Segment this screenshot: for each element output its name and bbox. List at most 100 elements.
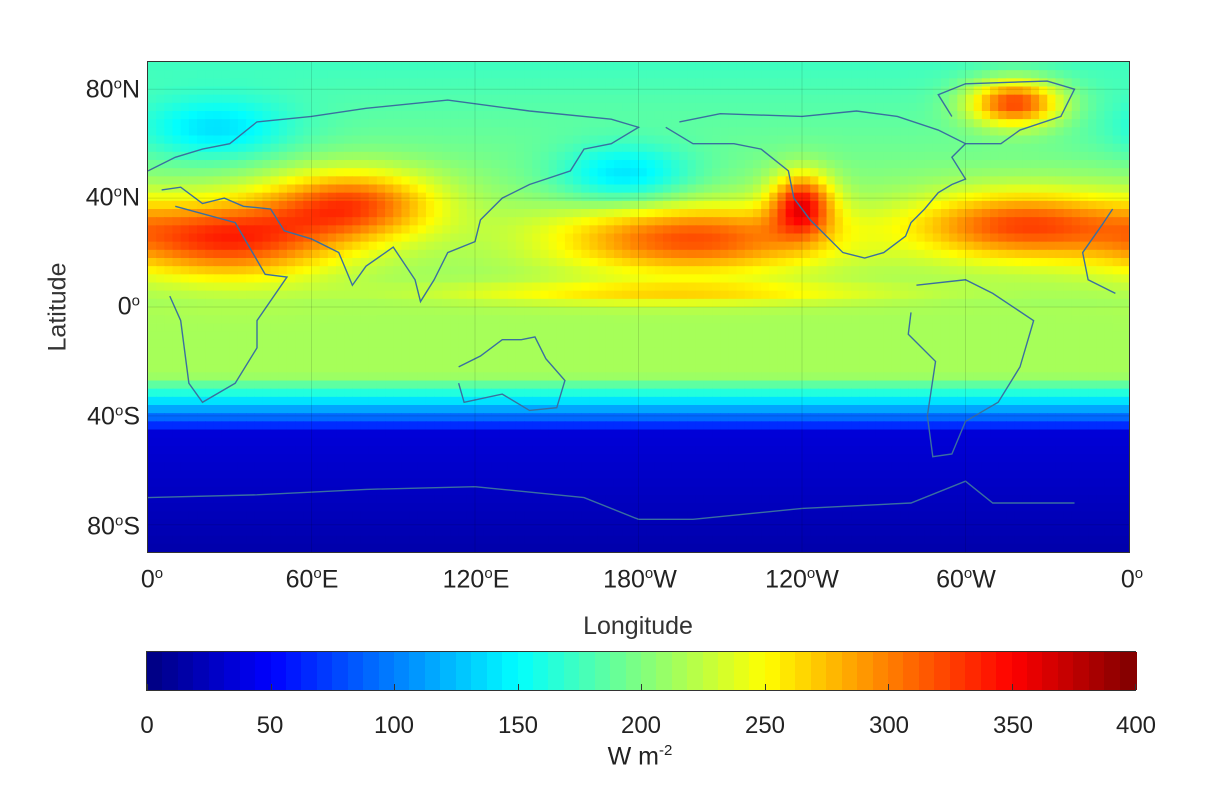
heatmap-cell: [932, 62, 942, 71]
heatmap-cell: [1063, 78, 1073, 88]
heatmap-cell: [834, 127, 844, 137]
heatmap-cell: [1039, 184, 1048, 194]
heatmap-cell: [352, 388, 362, 398]
heatmap-cell: [1063, 111, 1073, 120]
heatmap-cell: [172, 209, 182, 218]
heatmap-cell: [883, 290, 893, 300]
heatmap-cell: [286, 339, 296, 349]
heatmap-cell: [654, 62, 664, 71]
heatmap-cell: [491, 217, 501, 226]
heatmap-cell: [1104, 62, 1114, 71]
heatmap-cell: [916, 274, 926, 284]
heatmap-cell: [900, 86, 909, 96]
heatmap-cell: [450, 70, 460, 79]
heatmap-cell: [336, 184, 345, 194]
heatmap-cell: [810, 143, 819, 153]
heatmap-cell: [736, 298, 746, 308]
heatmap-cell: [491, 364, 501, 373]
heatmap-cell: [417, 160, 427, 169]
heatmap-cell: [883, 274, 893, 284]
heatmap-cell: [932, 119, 942, 128]
heatmap-cell: [417, 184, 427, 194]
heatmap-cell: [270, 315, 280, 324]
heatmap-cell: [654, 274, 664, 284]
heatmap-cell: [254, 160, 264, 169]
heatmap-cell: [940, 135, 950, 145]
heatmap-cell: [1120, 233, 1129, 243]
heatmap-cell: [352, 233, 362, 243]
heatmap-cell: [1096, 241, 1106, 251]
heatmap-cell: [475, 192, 484, 202]
heatmap-cell: [286, 184, 296, 194]
heatmap-cell: [638, 356, 648, 365]
heatmap-cell: [638, 135, 648, 145]
heatmap-cell: [883, 209, 893, 218]
heatmap-cell: [752, 290, 762, 300]
heatmap-cell: [1063, 217, 1073, 226]
heatmap-cell: [156, 176, 165, 186]
heatmap-cell: [654, 102, 664, 112]
heatmap-cell: [1088, 200, 1097, 210]
heatmap-cell: [875, 86, 885, 96]
heatmap-cell: [589, 135, 599, 145]
heatmap-cell: [1063, 298, 1073, 308]
heatmap-cell: [148, 86, 157, 96]
heatmap-cell: [736, 290, 746, 300]
heatmap-cell: [564, 347, 574, 357]
heatmap-cell: [883, 151, 893, 161]
heatmap-cell: [924, 356, 934, 365]
heatmap-cell: [548, 94, 558, 104]
heatmap-cell: [777, 62, 787, 71]
heatmap-cell: [197, 282, 206, 292]
heatmap-cell: [900, 356, 909, 365]
heatmap-cell: [491, 241, 501, 251]
heatmap-cell: [793, 127, 803, 137]
heatmap-cell: [376, 249, 386, 259]
heatmap-cell: [368, 176, 378, 186]
heatmap-cell: [646, 249, 656, 259]
heatmap-cell: [1063, 200, 1073, 210]
heatmap-cell: [524, 209, 533, 218]
heatmap-cell: [761, 307, 770, 316]
heatmap-cell: [924, 339, 934, 349]
heatmap-cell: [1112, 249, 1122, 259]
heatmap-cell: [376, 282, 386, 292]
heatmap-cell: [148, 347, 157, 357]
heatmap-cell: [736, 119, 746, 128]
heatmap-cell: [916, 290, 926, 300]
heatmap-cell: [703, 111, 713, 120]
heatmap-cell: [524, 151, 533, 161]
heatmap-cell: [728, 372, 738, 382]
heatmap-cell: [303, 290, 313, 300]
heatmap-cell: [188, 86, 198, 96]
heatmap-cell: [180, 102, 190, 112]
heatmap-cell: [679, 282, 689, 292]
heatmap-cell: [286, 274, 296, 284]
heatmap-cell: [213, 62, 223, 71]
heatmap-cell: [859, 86, 868, 96]
heatmap-cell: [916, 282, 926, 292]
heatmap-cell: [442, 364, 452, 373]
heatmap-cell: [475, 331, 484, 341]
heatmap-cell: [654, 372, 664, 382]
heatmap-cell: [229, 70, 239, 79]
heatmap-cell: [793, 388, 803, 398]
heatmap-cell: [556, 249, 566, 259]
heatmap-cell: [908, 192, 918, 202]
heatmap-cell: [164, 94, 174, 104]
heatmap-cell: [826, 102, 836, 112]
heatmap-cell: [532, 274, 541, 284]
heatmap-cell: [990, 347, 999, 357]
heatmap-cell: [932, 315, 942, 324]
heatmap-cell: [859, 298, 868, 308]
heatmap-cell: [221, 217, 231, 226]
heatmap-cell: [891, 356, 901, 365]
heatmap-cell: [1063, 127, 1073, 137]
heatmap-cell: [417, 217, 427, 226]
heatmap-cell: [327, 86, 337, 96]
heatmap-cell: [368, 396, 378, 406]
heatmap-cell: [156, 388, 165, 398]
heatmap-cell: [360, 151, 370, 161]
heatmap-cell: [229, 176, 239, 186]
heatmap-cell: [581, 347, 591, 357]
